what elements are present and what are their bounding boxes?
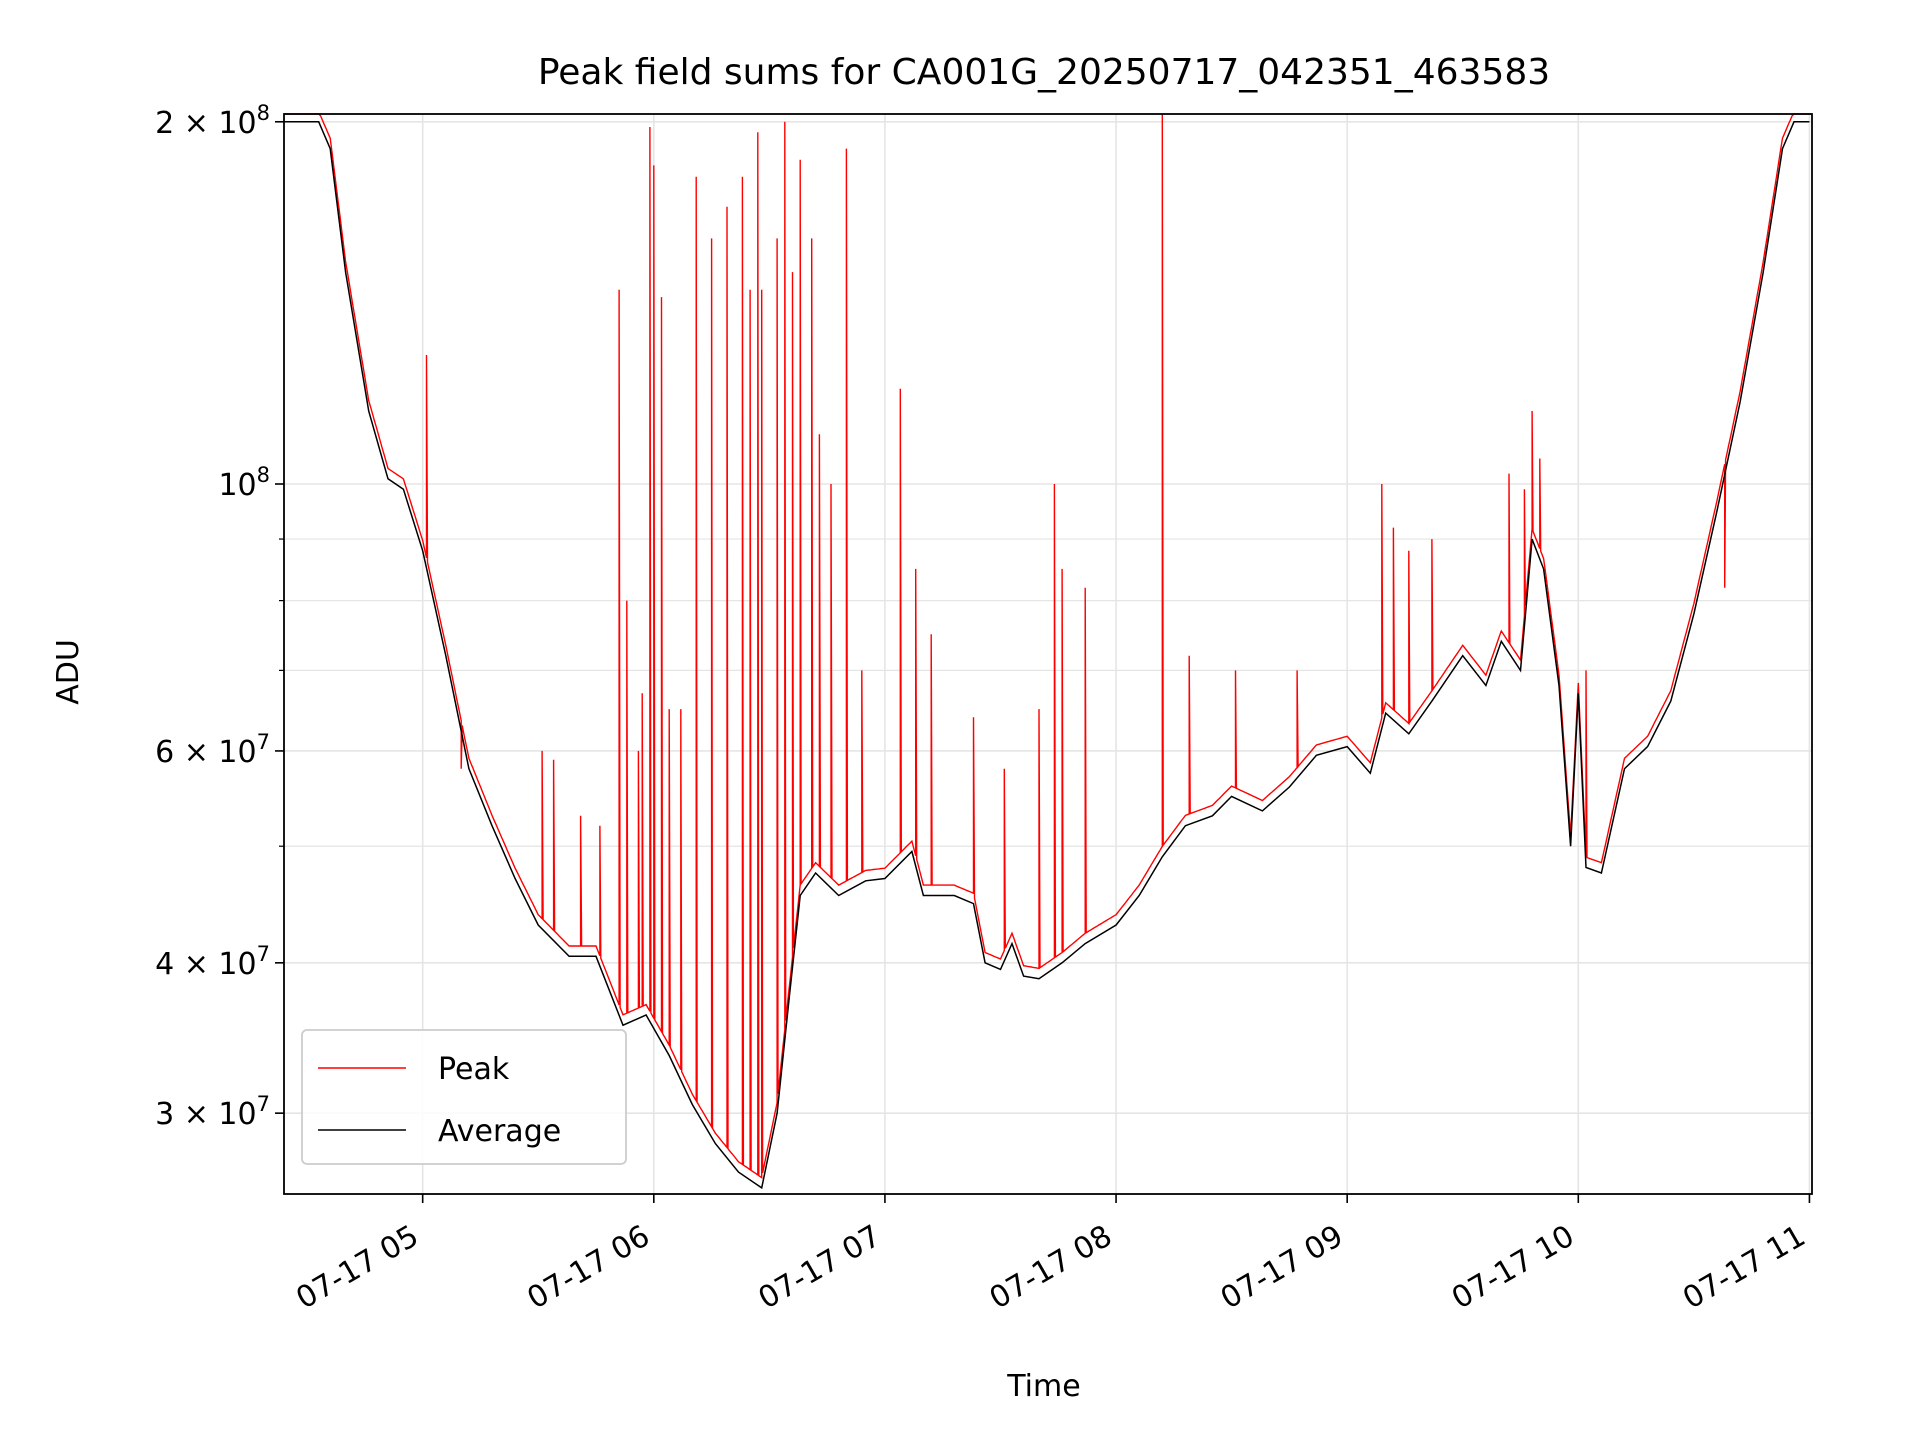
average-series-line: [284, 121, 1810, 1190]
peak-series-line: [284, 113, 1812, 1179]
y-tick-label: 3 × 107: [155, 1092, 270, 1132]
y-tick-label: 6 × 107: [155, 730, 270, 770]
legend-label-average: Average: [438, 1114, 561, 1149]
legend: Peak Average: [301, 1029, 627, 1165]
y-tick-label: 2 × 108: [155, 101, 270, 141]
legend-label-peak: Peak: [438, 1052, 510, 1087]
plot-series: [284, 113, 1812, 1190]
y-tick-label: 4 × 107: [155, 942, 270, 982]
x-axis-label: Time: [1006, 1369, 1080, 1404]
y-tick-label: 108: [218, 463, 270, 503]
chart-title: Peak field sums for CA001G_20250717_0423…: [538, 52, 1550, 93]
y-axis-label: ADU: [51, 639, 86, 705]
plot-frame: [283, 113, 1813, 1195]
